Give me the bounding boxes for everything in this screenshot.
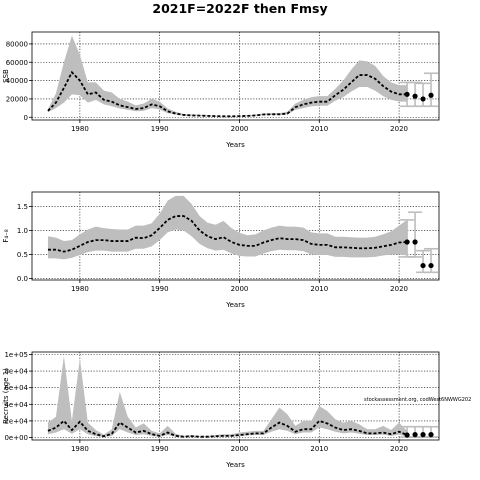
median-line	[47, 70, 408, 118]
x-tick-label: 1980	[71, 445, 89, 453]
projection-point-2022	[412, 432, 418, 438]
projection-errorbar-2023	[416, 249, 431, 274]
projection-point-2021	[404, 91, 410, 97]
plot-frame	[31, 351, 440, 441]
confidence-band	[47, 195, 408, 260]
median-line	[47, 215, 408, 253]
x-tick-label: 2010	[310, 125, 328, 133]
projection-errorbar-2024	[424, 247, 439, 274]
x-tick-label: 2010	[310, 445, 328, 453]
y-tick-label: 0	[24, 114, 28, 122]
x-tick-label: 2020	[390, 445, 408, 453]
projection-point-2021	[404, 432, 410, 438]
projection-point-2023	[420, 96, 426, 102]
y-tick-label: 1e+05	[4, 351, 28, 359]
x-tick-label: 2020	[390, 125, 408, 133]
x-tick-label: 2000	[231, 125, 249, 133]
x-axis-label: Years	[225, 461, 245, 469]
confidence-band	[47, 35, 408, 117]
confidence-band	[47, 356, 408, 438]
projection-point-2024	[428, 262, 434, 269]
x-tick-label: 2000	[231, 285, 249, 293]
y-tick-label: 0e+00	[4, 434, 28, 442]
y-tick-label: 8e+04	[4, 368, 28, 376]
y-axis-label: Recruits (age 1)	[2, 368, 10, 424]
x-tick-label: 2010	[310, 285, 328, 293]
projection-errorbar-2024	[424, 72, 439, 108]
y-tick-label: 1.0	[17, 227, 28, 235]
projection-point-2024	[428, 432, 434, 438]
watermark-text: stockassessment.org, codWest6NWWG202	[364, 397, 471, 403]
y-tick-label: 80000	[6, 40, 28, 48]
panel-2: 1980 1990 2000 2010 2020 0.0 0.5 1.0 1.5 Years F₄₋…	[2, 191, 440, 309]
plot-frame	[31, 191, 440, 281]
projection-point-2022	[412, 239, 418, 245]
projection-errorbar-2023	[416, 82, 431, 108]
y-tick-label: 0.5	[17, 251, 28, 259]
x-tick-label: 1990	[151, 125, 169, 133]
x-tick-label: 2020	[390, 285, 408, 293]
y-tick-label: 6e+04	[4, 384, 28, 392]
panels: 1980 1990 2000 2010 2020 0 20000 40000 60000 8000…	[2, 31, 471, 469]
panel-3: 1980 1990 2000 2010 2020 0e+00 2e+04 4e+04 6e+04…	[2, 351, 471, 469]
projection-point-2023	[420, 262, 426, 269]
y-axis-label: F₄₋₈	[2, 229, 10, 243]
projection-errorbar-2022	[408, 211, 423, 258]
y-tick-label: 40000	[6, 77, 28, 85]
median-line	[47, 419, 408, 438]
y-tick-label: 4e+04	[4, 401, 28, 409]
y-tick-label: 2e+04	[4, 417, 28, 425]
y-axis-label: SSB	[2, 69, 10, 83]
plot-frame	[31, 31, 440, 121]
panel-1: 1980 1990 2000 2010 2020 0 20000 40000 60000 8000…	[2, 31, 440, 149]
y-tick-label: 0.0	[17, 275, 28, 283]
projection-point-2022	[412, 93, 418, 99]
y-tick-label: 60000	[6, 59, 28, 67]
projection-point-2024	[428, 92, 434, 98]
x-axis-label: Years	[225, 301, 245, 309]
x-tick-label: 1980	[71, 125, 89, 133]
projection-point-2021	[404, 239, 410, 245]
y-tick-label: 1.5	[17, 203, 28, 211]
x-tick-label: 2000	[231, 445, 249, 453]
figure-title: 2021F=2022F then Fmsy	[152, 1, 327, 16]
projection-point-2023	[420, 432, 426, 438]
x-tick-label: 1980	[71, 285, 89, 293]
y-tick-label: 20000	[6, 95, 28, 103]
x-tick-label: 1990	[151, 285, 169, 293]
x-axis-label: Years	[225, 141, 245, 149]
x-tick-label: 1990	[151, 445, 169, 453]
